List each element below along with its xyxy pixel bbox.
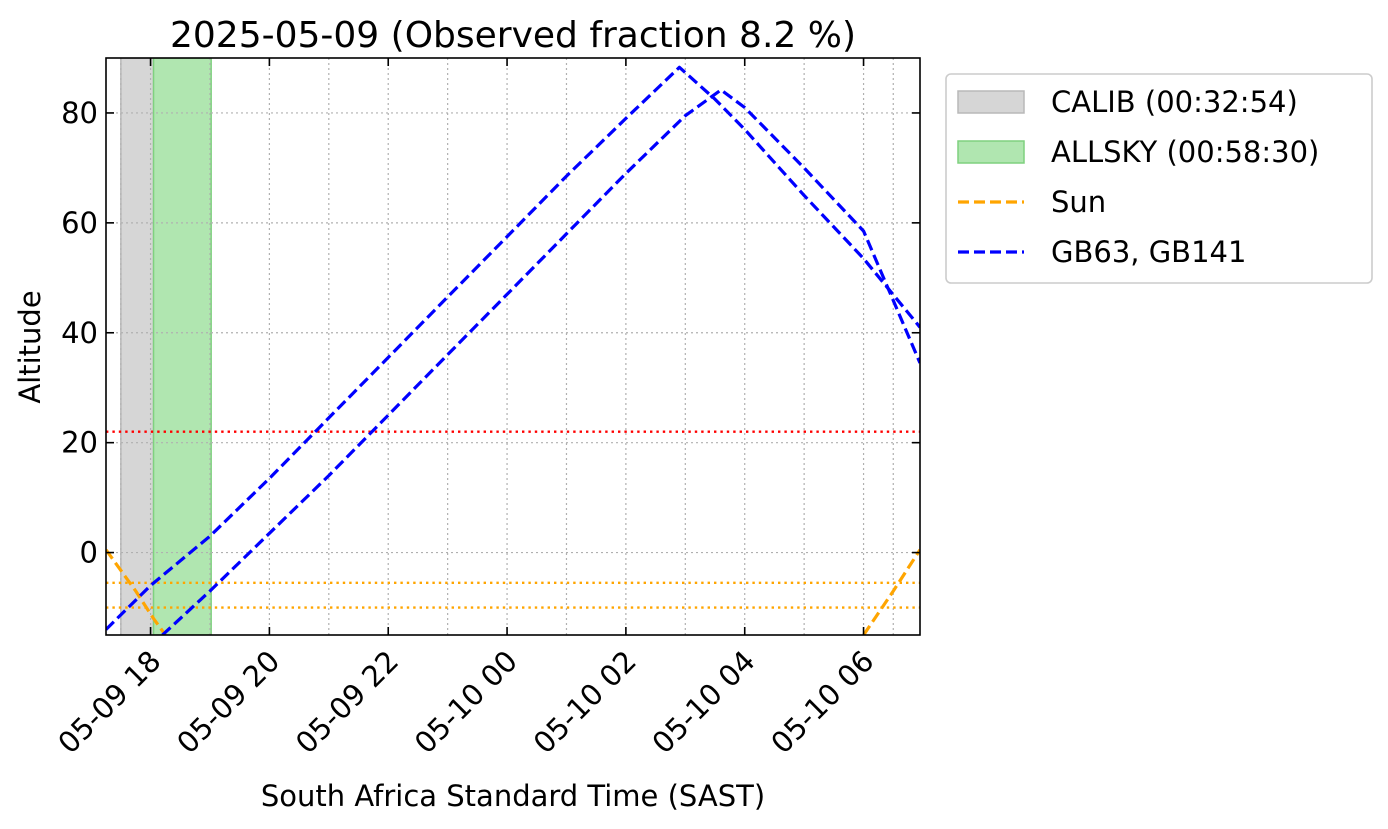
legend-label-1: ALLSKY (00:58:30)	[1051, 135, 1319, 169]
span-0	[120, 58, 155, 635]
legend-label-3: GB63, GB141	[1051, 235, 1246, 269]
legend-label-2: Sun	[1051, 185, 1106, 219]
y-tick-label: 60	[61, 206, 98, 240]
x-tick-label: 05-09 22	[289, 644, 405, 760]
series-line-2	[161, 88, 920, 635]
legend-swatch-0	[957, 90, 1025, 114]
chart-title: 2025-05-09 (Observed fraction 8.2 %)	[170, 15, 856, 56]
x-tick-label: 05-10 06	[764, 644, 880, 760]
legend-box	[945, 73, 1373, 284]
plot-area	[106, 58, 920, 635]
legend: CALIB (00:32:54) ALLSKY (00:58:30) Sun GB63…	[945, 73, 1373, 284]
series-line-1	[106, 65, 920, 631]
grid-lines	[106, 58, 920, 635]
observation-spans	[120, 58, 212, 635]
legend-swatch-1	[957, 140, 1025, 164]
x-tick-label: 05-10 00	[408, 644, 524, 760]
x-axis-label: South Africa Standard Time (SAST)	[261, 779, 765, 813]
y-tick-label: 80	[61, 96, 98, 130]
y-tick-label: 40	[61, 316, 98, 350]
x-tick-label: 05-09 20	[170, 644, 286, 760]
y-tick-label: 0	[80, 536, 98, 570]
x-tick-label: 05-10 02	[527, 644, 643, 760]
plot-background	[106, 58, 920, 635]
legend-label-0: CALIB (00:32:54)	[1051, 85, 1298, 119]
x-tick-label: 05-10 04	[645, 644, 761, 760]
y-axis-label: Altitude	[13, 290, 47, 403]
x-tick-label: 05-09 18	[51, 644, 167, 760]
series-line-0	[862, 548, 920, 635]
reference-lines	[106, 430, 920, 609]
span-1	[152, 58, 212, 635]
plot-frame	[105, 57, 921, 636]
series-line-0	[106, 548, 167, 635]
series-lines	[106, 65, 920, 635]
y-tick-label: 20	[61, 426, 98, 460]
plot-border	[105, 57, 921, 636]
